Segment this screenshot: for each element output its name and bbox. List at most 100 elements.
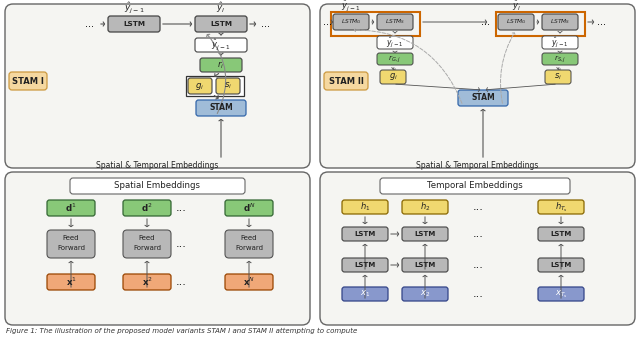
Text: $\mathbf{d}^2$: $\mathbf{d}^2$ bbox=[141, 202, 153, 214]
Text: $r_i$: $r_i$ bbox=[218, 59, 225, 71]
FancyBboxPatch shape bbox=[225, 200, 273, 216]
Text: LSTM: LSTM bbox=[414, 262, 436, 268]
FancyBboxPatch shape bbox=[70, 178, 245, 194]
Text: LSTM: LSTM bbox=[550, 231, 572, 237]
FancyBboxPatch shape bbox=[402, 227, 448, 241]
Bar bbox=[331, 12, 420, 36]
FancyBboxPatch shape bbox=[108, 16, 160, 32]
Text: $h_1$: $h_1$ bbox=[360, 201, 370, 213]
Text: LSTM: LSTM bbox=[210, 21, 232, 27]
Text: $r_{G,j}$: $r_{G,j}$ bbox=[388, 53, 401, 65]
FancyBboxPatch shape bbox=[225, 230, 273, 258]
FancyBboxPatch shape bbox=[380, 178, 570, 194]
Text: $\mathbf{x}^2$: $\mathbf{x}^2$ bbox=[141, 276, 152, 288]
Text: Spatial Embeddings: Spatial Embeddings bbox=[115, 182, 200, 190]
FancyBboxPatch shape bbox=[324, 72, 368, 90]
FancyBboxPatch shape bbox=[538, 227, 584, 241]
Text: Spatial & Temporal Embeddings: Spatial & Temporal Embeddings bbox=[96, 160, 219, 170]
Bar bbox=[186, 76, 244, 96]
Text: Feed: Feed bbox=[241, 235, 257, 241]
Bar bbox=[496, 12, 585, 36]
FancyBboxPatch shape bbox=[320, 172, 635, 325]
Text: ...: ... bbox=[481, 17, 490, 27]
Text: $r_{S,j}$: $r_{S,j}$ bbox=[554, 53, 566, 65]
FancyBboxPatch shape bbox=[333, 14, 369, 30]
Text: $\hat{y}_{l}$: $\hat{y}_{l}$ bbox=[511, 0, 520, 13]
Text: LSTM: LSTM bbox=[355, 262, 376, 268]
Text: $s_i$: $s_i$ bbox=[554, 72, 562, 82]
FancyBboxPatch shape bbox=[545, 70, 571, 84]
FancyBboxPatch shape bbox=[380, 70, 406, 84]
FancyBboxPatch shape bbox=[538, 287, 584, 301]
FancyBboxPatch shape bbox=[402, 200, 448, 214]
Text: $x_2$: $x_2$ bbox=[420, 289, 430, 299]
FancyBboxPatch shape bbox=[47, 200, 95, 216]
FancyBboxPatch shape bbox=[542, 53, 578, 65]
Text: $g_i$: $g_i$ bbox=[195, 81, 205, 92]
Text: $g_i$: $g_i$ bbox=[388, 71, 397, 83]
FancyBboxPatch shape bbox=[538, 258, 584, 272]
Text: STAM: STAM bbox=[209, 103, 233, 113]
Text: Spatial & Temporal Embeddings: Spatial & Temporal Embeddings bbox=[416, 160, 539, 170]
Text: $\mathbf{x}^N$: $\mathbf{x}^N$ bbox=[243, 276, 255, 288]
FancyBboxPatch shape bbox=[200, 58, 242, 72]
Text: ...: ... bbox=[472, 229, 483, 239]
Text: $\mathbf{x}^1$: $\mathbf{x}^1$ bbox=[65, 276, 76, 288]
FancyBboxPatch shape bbox=[402, 287, 448, 301]
FancyBboxPatch shape bbox=[9, 72, 47, 90]
FancyBboxPatch shape bbox=[5, 4, 310, 168]
Text: ...: ... bbox=[175, 239, 186, 249]
Text: $LSTM_G$: $LSTM_G$ bbox=[340, 18, 362, 26]
FancyBboxPatch shape bbox=[542, 14, 578, 30]
FancyBboxPatch shape bbox=[377, 14, 413, 30]
FancyBboxPatch shape bbox=[195, 38, 247, 52]
Text: STAM I: STAM I bbox=[12, 76, 44, 86]
Text: $\hat{y}_{j-1}$: $\hat{y}_{j-1}$ bbox=[124, 1, 144, 16]
FancyBboxPatch shape bbox=[542, 36, 578, 49]
Text: $x_1$: $x_1$ bbox=[360, 289, 370, 299]
Text: Forward: Forward bbox=[57, 245, 85, 251]
Text: Temporal Embeddings: Temporal Embeddings bbox=[427, 182, 523, 190]
FancyBboxPatch shape bbox=[320, 4, 635, 168]
Text: $LSTM_G$: $LSTM_G$ bbox=[506, 18, 527, 26]
FancyBboxPatch shape bbox=[402, 258, 448, 272]
FancyBboxPatch shape bbox=[123, 274, 171, 290]
Text: LSTM: LSTM bbox=[123, 21, 145, 27]
Text: $\hat{y}_{j-1}$: $\hat{y}_{j-1}$ bbox=[211, 38, 230, 52]
Text: Forward: Forward bbox=[235, 245, 263, 251]
Text: ...: ... bbox=[175, 203, 186, 213]
FancyBboxPatch shape bbox=[377, 53, 413, 65]
Text: $\hat{y}_{j-1}$: $\hat{y}_{j-1}$ bbox=[341, 0, 360, 13]
Text: $h_2$: $h_2$ bbox=[420, 201, 430, 213]
Text: $\hat{y}_{j-1}$: $\hat{y}_{j-1}$ bbox=[551, 35, 569, 50]
Text: ...: ... bbox=[472, 260, 483, 270]
FancyBboxPatch shape bbox=[498, 14, 534, 30]
Text: $\mathbf{d}^N$: $\mathbf{d}^N$ bbox=[243, 202, 255, 214]
Text: ...: ... bbox=[472, 202, 483, 212]
FancyBboxPatch shape bbox=[342, 227, 388, 241]
Text: Feed: Feed bbox=[63, 235, 79, 241]
Text: ...: ... bbox=[323, 17, 333, 27]
Text: LSTM: LSTM bbox=[550, 262, 572, 268]
Text: $h_{T_s}$: $h_{T_s}$ bbox=[554, 200, 568, 214]
FancyBboxPatch shape bbox=[123, 230, 171, 258]
Text: $LSTM_S$: $LSTM_S$ bbox=[550, 18, 570, 26]
FancyBboxPatch shape bbox=[377, 36, 413, 49]
FancyBboxPatch shape bbox=[47, 230, 95, 258]
Text: $s_i$: $s_i$ bbox=[224, 81, 232, 91]
FancyBboxPatch shape bbox=[47, 274, 95, 290]
Text: STAM II: STAM II bbox=[328, 76, 364, 86]
FancyBboxPatch shape bbox=[342, 200, 388, 214]
FancyBboxPatch shape bbox=[5, 172, 310, 325]
Text: LSTM: LSTM bbox=[414, 231, 436, 237]
Text: ...: ... bbox=[86, 19, 95, 29]
FancyBboxPatch shape bbox=[196, 100, 246, 116]
Text: Forward: Forward bbox=[133, 245, 161, 251]
Text: $x_{T_s}$: $x_{T_s}$ bbox=[555, 288, 568, 300]
FancyBboxPatch shape bbox=[195, 16, 247, 32]
Text: Feed: Feed bbox=[139, 235, 156, 241]
FancyBboxPatch shape bbox=[458, 90, 508, 106]
FancyBboxPatch shape bbox=[342, 287, 388, 301]
Text: ...: ... bbox=[260, 19, 269, 29]
FancyBboxPatch shape bbox=[216, 78, 240, 94]
